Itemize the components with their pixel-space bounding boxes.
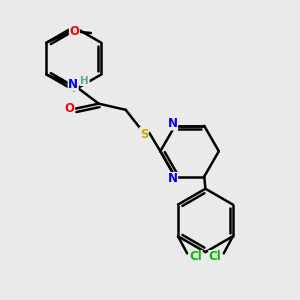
Text: Cl: Cl — [209, 250, 222, 263]
Text: H: H — [80, 76, 89, 85]
Text: O: O — [64, 102, 74, 115]
Text: N: N — [68, 78, 78, 91]
Text: O: O — [69, 25, 80, 38]
Text: N: N — [167, 117, 178, 130]
Text: Cl: Cl — [189, 250, 202, 263]
Text: N: N — [167, 172, 178, 185]
Text: S: S — [140, 128, 148, 141]
